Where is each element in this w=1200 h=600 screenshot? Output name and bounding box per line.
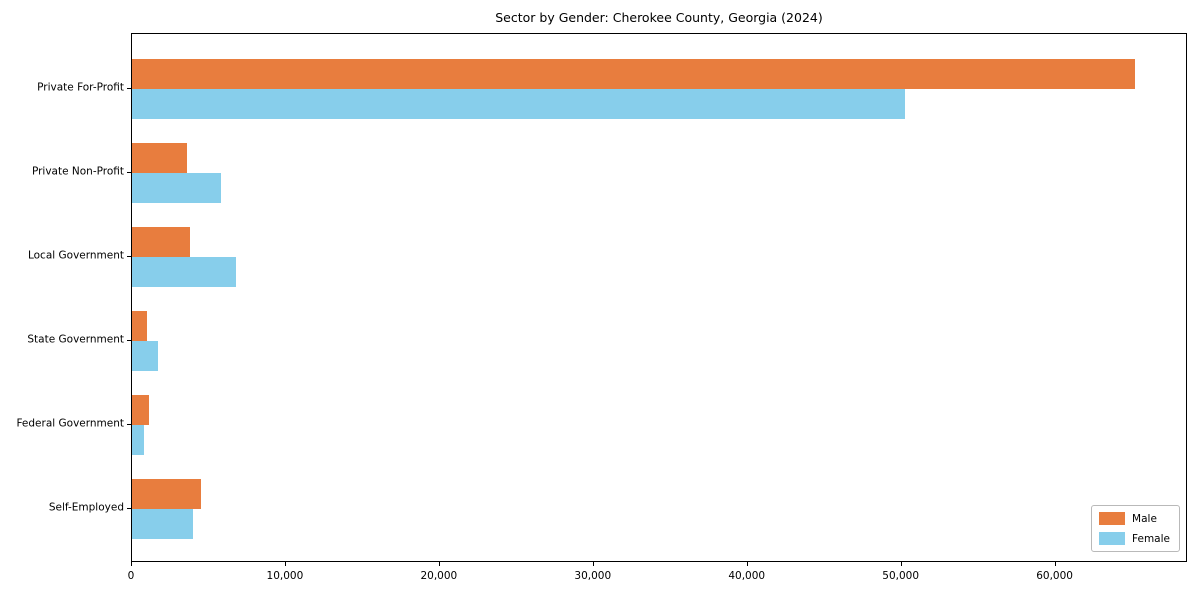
x-tick-label-60-000: 60,000 (1036, 570, 1073, 582)
x-tick-mark (438, 562, 440, 566)
y-tick-label-private-for-profit: Private For-Profit (37, 81, 124, 94)
x-tick-mark (284, 562, 286, 566)
legend-entry-male: Male (1099, 512, 1170, 525)
y-tick-label-local-government: Local Government (27, 249, 124, 262)
y-tick-mark (127, 256, 131, 257)
y-tick-mark (127, 88, 131, 89)
y-tick-mark (127, 424, 131, 425)
y-tick-mark (127, 172, 131, 173)
plot-area: Male Female (131, 33, 1187, 562)
y-tick-mark (127, 508, 131, 509)
x-tick-mark (131, 562, 132, 566)
x-tick-label-40-000: 40,000 (728, 570, 766, 582)
bar-female-federal-government (132, 425, 145, 455)
bar-female-private-non-profit (132, 173, 222, 203)
x-tick-mark (1054, 562, 1056, 566)
legend-entry-female: Female (1099, 532, 1170, 545)
bar-male-self-employed (132, 479, 202, 509)
legend-label-female: Female (1132, 532, 1170, 545)
bar-female-self-employed (132, 509, 194, 539)
x-tick-label-30-000: 30,000 (574, 570, 612, 582)
x-tick-mark (746, 562, 748, 566)
y-tick-label-state-government: State Government (27, 333, 124, 346)
x-tick-mark (592, 562, 594, 566)
x-tick-label-0: 0 (127, 570, 135, 582)
bar-male-state-government (132, 311, 148, 341)
x-tick-label-50-000: 50,000 (882, 570, 920, 582)
y-tick-label-self-employed: Self-Employed (48, 501, 124, 514)
y-tick-label-federal-government: Federal Government (16, 417, 124, 430)
legend: Male Female (1091, 505, 1180, 552)
male-series-swatch (1099, 512, 1126, 525)
bar-male-federal-government (132, 395, 149, 425)
x-tick-mark (900, 562, 902, 566)
chart-title: Sector by Gender: Cherokee County, Georg… (495, 10, 823, 25)
bar-male-local-government (132, 227, 191, 257)
bar-female-private-for-profit (132, 89, 905, 119)
bar-female-state-government (132, 341, 159, 371)
bar-male-private-non-profit (132, 143, 188, 173)
legend-label-male: Male (1132, 512, 1157, 525)
bar-female-local-government (132, 257, 237, 287)
y-tick-label-private-non-profit: Private Non-Profit (31, 165, 124, 178)
female-series-swatch (1099, 532, 1126, 545)
x-tick-label-20-000: 20,000 (420, 570, 458, 582)
y-tick-mark (127, 340, 131, 341)
bar-male-private-for-profit (132, 59, 1136, 89)
x-tick-label-10-000: 10,000 (266, 570, 304, 582)
